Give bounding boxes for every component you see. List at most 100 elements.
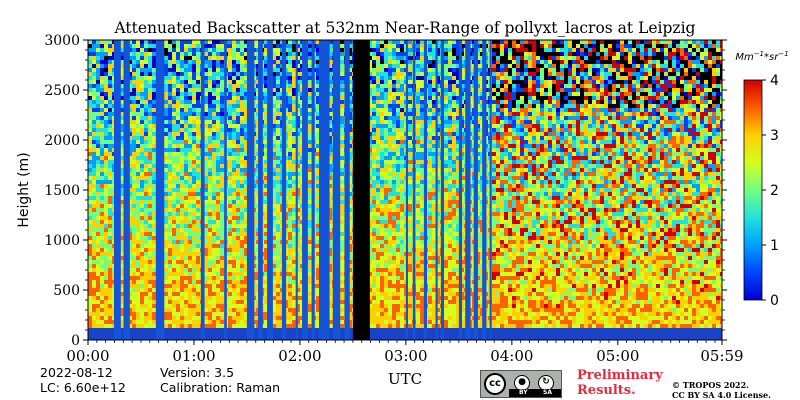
heat-cell	[640, 76, 645, 81]
heat-cell	[584, 40, 589, 45]
heat-cell	[608, 132, 613, 137]
heat-cell	[228, 84, 233, 89]
heat-cell	[608, 136, 613, 141]
heat-cell	[640, 48, 645, 53]
heat-cell	[316, 48, 321, 53]
heat-cell	[108, 48, 113, 53]
heat-cell	[704, 64, 709, 69]
heat-cell	[132, 44, 137, 49]
heat-cell	[428, 148, 433, 153]
heat-cell	[644, 84, 649, 89]
heat-cell	[596, 64, 601, 69]
heat-cell	[588, 40, 593, 45]
heat-cell	[208, 60, 213, 65]
heat-cell	[368, 84, 373, 89]
heat-cell	[376, 64, 381, 69]
heat-cell	[436, 104, 441, 109]
heat-cell	[576, 80, 581, 85]
heat-cell	[656, 68, 661, 73]
heat-cell	[240, 104, 245, 109]
heat-cell	[564, 140, 569, 145]
heat-cell	[372, 52, 377, 57]
heat-cell	[448, 100, 453, 105]
heat-cell	[196, 124, 201, 129]
heat-cell	[636, 80, 641, 85]
heat-cell	[664, 44, 669, 49]
heat-cell	[696, 64, 701, 69]
heat-cell	[616, 72, 621, 77]
heat-cell	[100, 124, 105, 129]
heat-cell	[576, 56, 581, 61]
heat-cell	[448, 96, 453, 101]
heat-cell	[516, 104, 521, 109]
heat-cell	[628, 72, 633, 77]
heat-cell	[144, 148, 149, 153]
heat-cell	[544, 108, 549, 113]
heat-cell	[608, 96, 613, 101]
heat-cell	[376, 84, 381, 89]
heat-cell	[536, 156, 541, 161]
heat-cell	[108, 160, 113, 165]
heat-cell	[348, 76, 353, 81]
heat-cell	[208, 44, 213, 49]
heat-cell	[136, 164, 141, 169]
heat-cell	[532, 152, 537, 157]
heat-cell	[164, 56, 169, 61]
heat-cell	[560, 84, 565, 89]
heat-cell	[532, 128, 537, 133]
heat-cell	[244, 164, 249, 169]
heat-cell	[556, 56, 561, 61]
heat-cell	[692, 128, 697, 133]
heat-cell	[652, 140, 657, 145]
heat-cell	[656, 108, 661, 113]
heat-cell	[580, 88, 585, 93]
heat-cell	[456, 116, 461, 121]
heat-cell	[648, 64, 653, 69]
heat-cell	[456, 144, 461, 149]
heat-cell	[572, 128, 577, 133]
heat-cell	[176, 48, 181, 53]
heat-cell	[708, 100, 713, 105]
heat-cell	[460, 160, 465, 165]
heat-cell	[700, 156, 705, 161]
heat-cell	[492, 160, 497, 165]
heat-cell	[100, 48, 105, 53]
heat-cell	[192, 64, 197, 69]
heat-cell	[508, 56, 513, 61]
heat-cell	[696, 116, 701, 121]
heat-cell	[264, 60, 269, 65]
heat-cell	[596, 144, 601, 149]
heat-cell	[612, 84, 617, 89]
heat-cell	[172, 68, 177, 73]
heat-cell	[128, 72, 133, 77]
heat-cell	[208, 136, 213, 141]
heat-cell	[596, 96, 601, 101]
heat-cell	[120, 120, 125, 125]
heat-cell	[444, 112, 449, 117]
heat-cell	[672, 152, 677, 157]
heat-cell	[376, 124, 381, 129]
heat-cell	[576, 76, 581, 81]
heat-cell	[596, 80, 601, 85]
heat-cell	[524, 104, 529, 109]
heat-cell	[508, 124, 513, 129]
heat-cell	[480, 156, 485, 161]
heat-cell	[668, 104, 673, 109]
heat-cell	[296, 92, 301, 97]
heat-cell	[708, 132, 713, 137]
heat-cell	[348, 88, 353, 93]
heat-cell	[196, 128, 201, 133]
heat-cell	[196, 76, 201, 81]
heat-cell	[580, 64, 585, 69]
heat-cell	[420, 160, 425, 165]
heat-cell	[492, 40, 497, 45]
heat-cell	[700, 136, 705, 141]
heat-cell	[504, 120, 509, 125]
heat-cell	[688, 160, 693, 165]
heat-cell	[176, 76, 181, 81]
heat-cell	[444, 108, 449, 113]
heat-cell	[88, 52, 93, 57]
heat-cell	[308, 132, 313, 137]
heat-cell	[88, 76, 93, 81]
heat-cell	[436, 80, 441, 85]
